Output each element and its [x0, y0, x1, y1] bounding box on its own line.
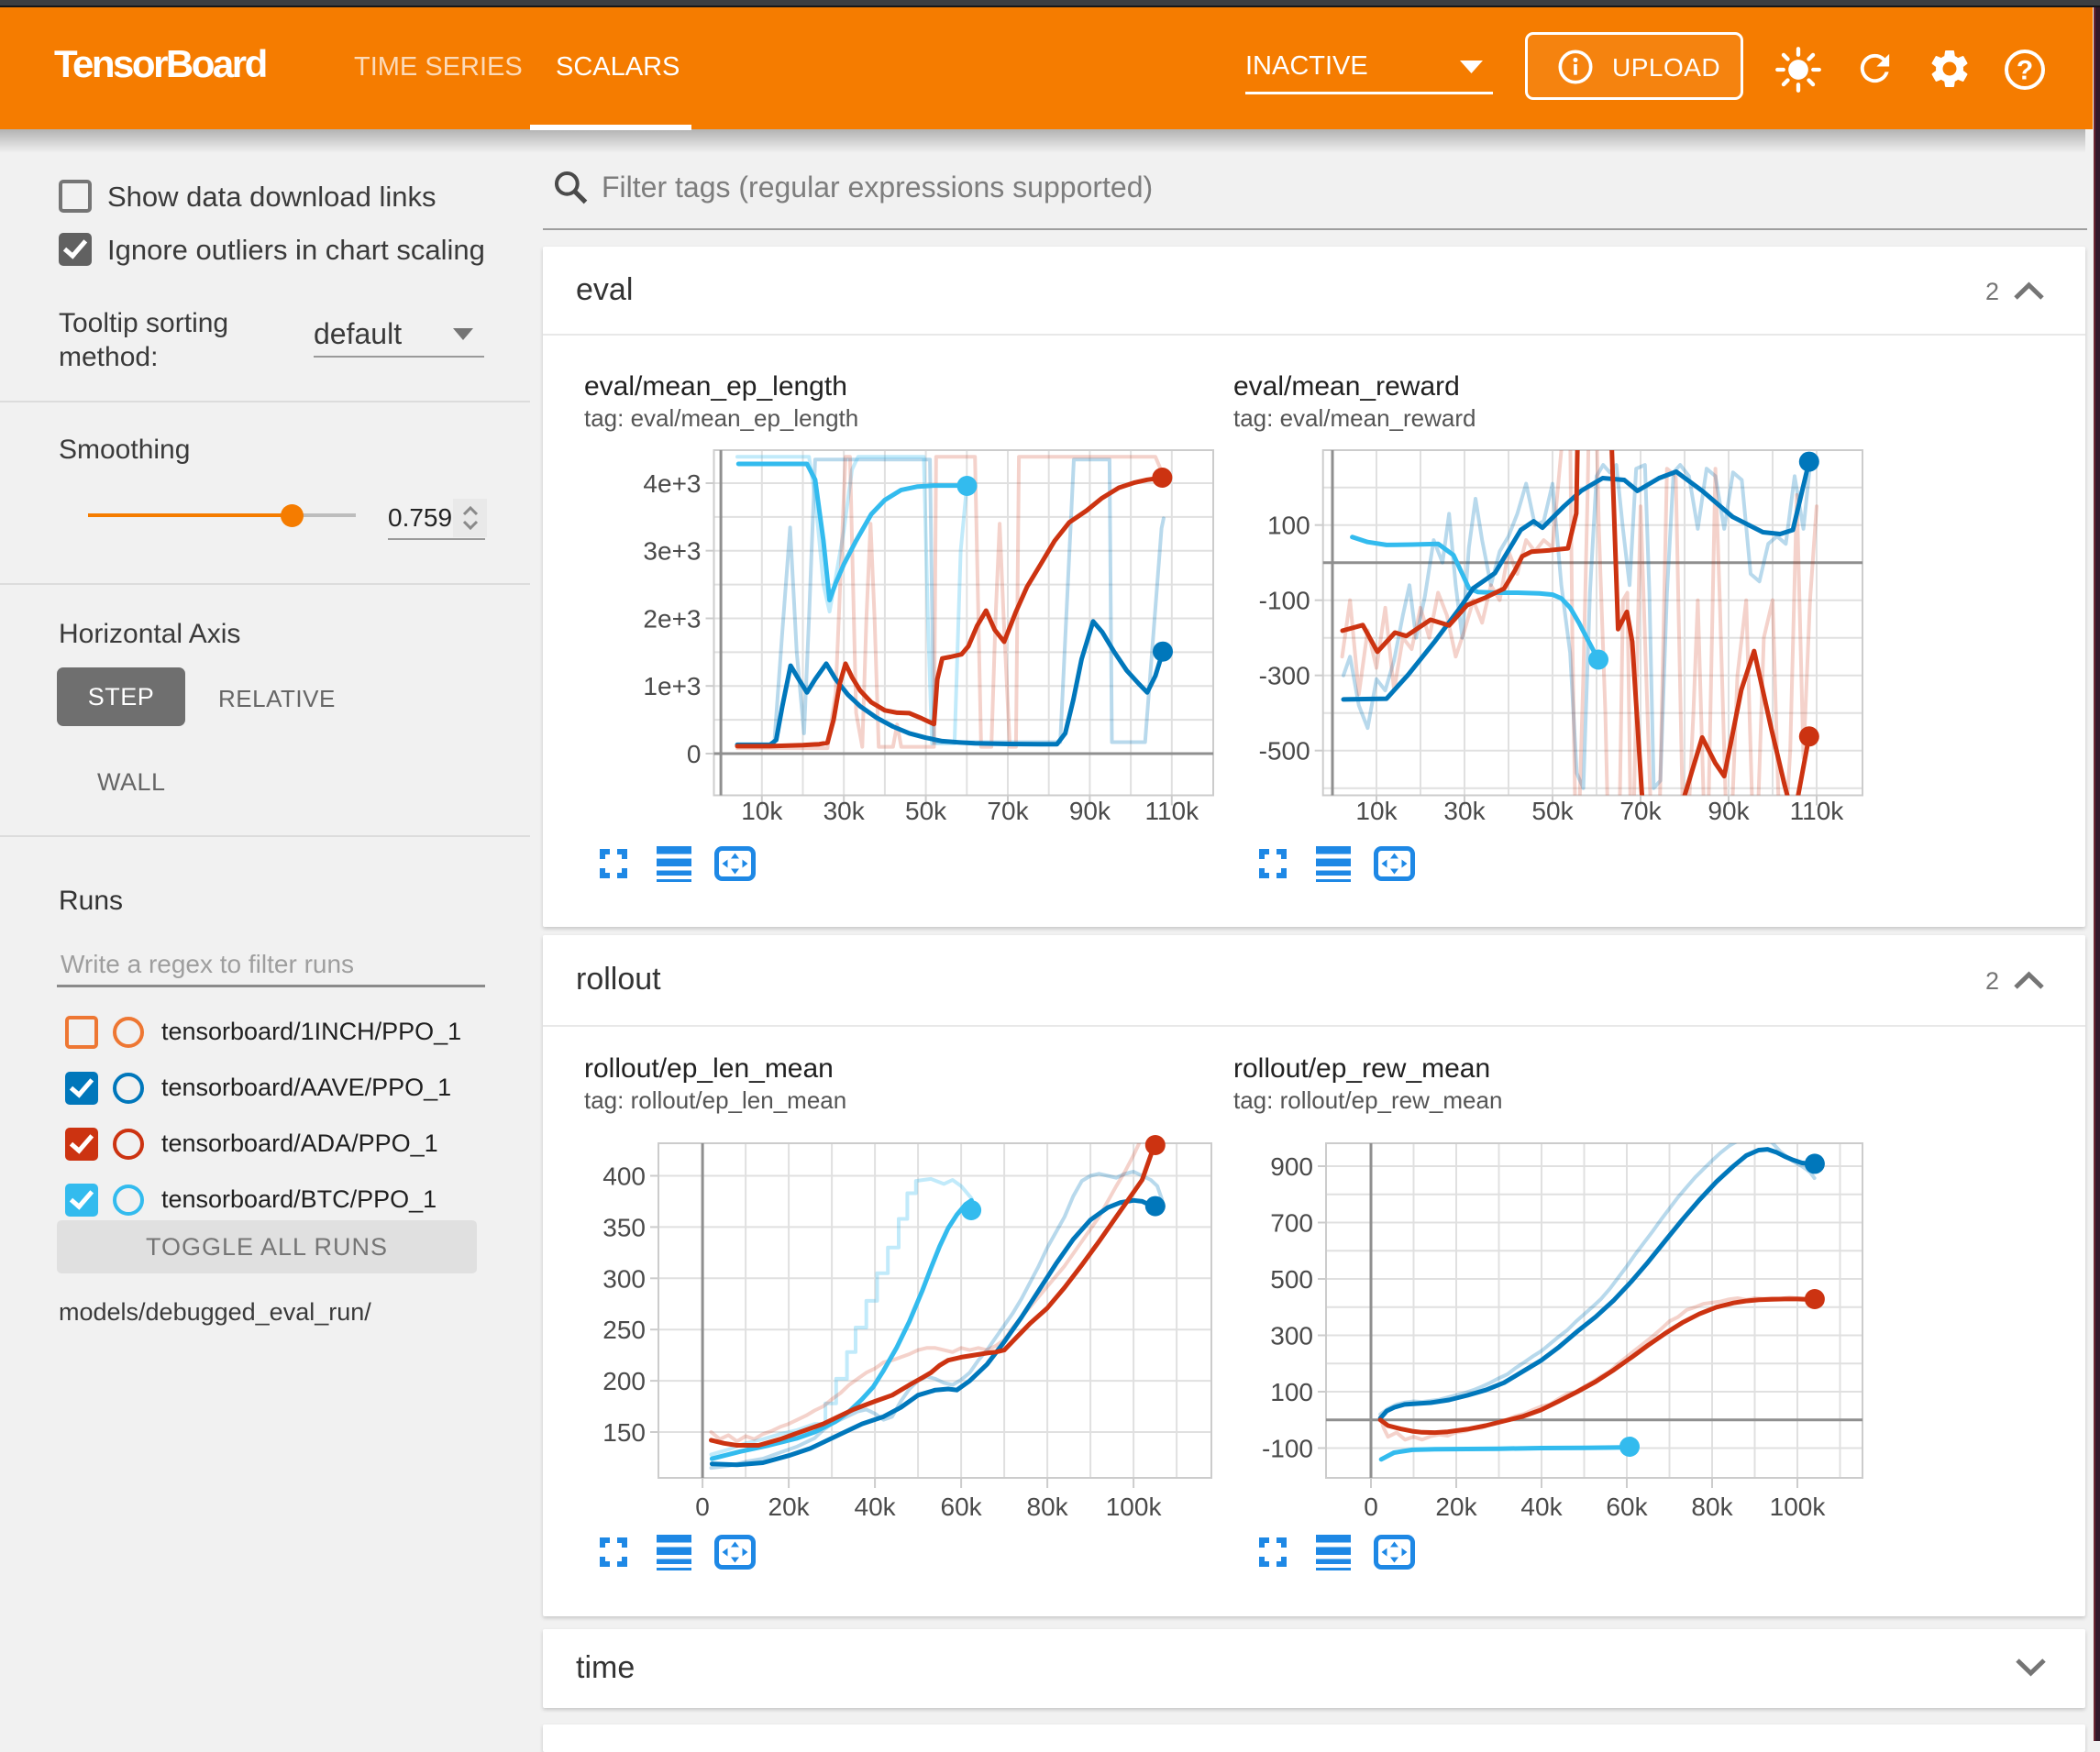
svg-text:-300: -300: [1259, 662, 1310, 690]
svg-text:90k: 90k: [1069, 797, 1111, 825]
svg-text:50k: 50k: [905, 797, 947, 825]
svg-text:350: 350: [602, 1213, 646, 1241]
svg-text:500: 500: [1270, 1265, 1313, 1294]
svg-text:300: 300: [602, 1264, 646, 1293]
svg-text:60k: 60k: [1606, 1493, 1648, 1521]
svg-text:2e+3: 2e+3: [643, 605, 701, 634]
svg-text:110k: 110k: [1144, 797, 1199, 825]
svg-text:100k: 100k: [1106, 1493, 1163, 1521]
svg-text:70k: 70k: [987, 797, 1029, 825]
svg-text:80k: 80k: [1691, 1493, 1733, 1521]
svg-text:700: 700: [1270, 1209, 1313, 1238]
svg-text:40k: 40k: [855, 1493, 897, 1521]
svg-text:30k: 30k: [823, 797, 866, 825]
svg-text:20k: 20k: [1435, 1493, 1477, 1521]
svg-text:?: ?: [2017, 55, 2033, 85]
svg-text:250: 250: [602, 1316, 646, 1344]
svg-text:4e+3: 4e+3: [643, 469, 701, 498]
svg-text:300: 300: [1270, 1322, 1313, 1350]
svg-text:40k: 40k: [1520, 1493, 1563, 1521]
svg-text:900: 900: [1270, 1152, 1313, 1181]
svg-text:30k: 30k: [1443, 797, 1486, 825]
svg-text:100: 100: [1270, 1378, 1313, 1406]
svg-text:100k: 100k: [1770, 1493, 1827, 1521]
svg-text:-100: -100: [1262, 1435, 1313, 1463]
svg-text:100: 100: [1267, 512, 1310, 540]
svg-text:90k: 90k: [1708, 797, 1750, 825]
svg-text:110k: 110k: [1790, 797, 1845, 825]
svg-text:10k: 10k: [741, 797, 783, 825]
svg-text:-100: -100: [1259, 587, 1310, 615]
svg-text:0: 0: [695, 1493, 710, 1521]
svg-text:150: 150: [602, 1418, 646, 1447]
svg-text:200: 200: [602, 1367, 646, 1395]
svg-text:20k: 20k: [768, 1493, 811, 1521]
svg-text:50k: 50k: [1531, 797, 1574, 825]
svg-text:70k: 70k: [1619, 797, 1662, 825]
svg-text:1e+3: 1e+3: [643, 672, 701, 700]
svg-text:0: 0: [1364, 1493, 1378, 1521]
svg-text:80k: 80k: [1027, 1493, 1069, 1521]
svg-text:3e+3: 3e+3: [643, 537, 701, 566]
svg-text:10k: 10k: [1355, 797, 1398, 825]
svg-text:400: 400: [602, 1162, 646, 1191]
svg-text:60k: 60k: [941, 1493, 983, 1521]
svg-text:-500: -500: [1259, 737, 1310, 766]
svg-text:0: 0: [687, 740, 702, 768]
